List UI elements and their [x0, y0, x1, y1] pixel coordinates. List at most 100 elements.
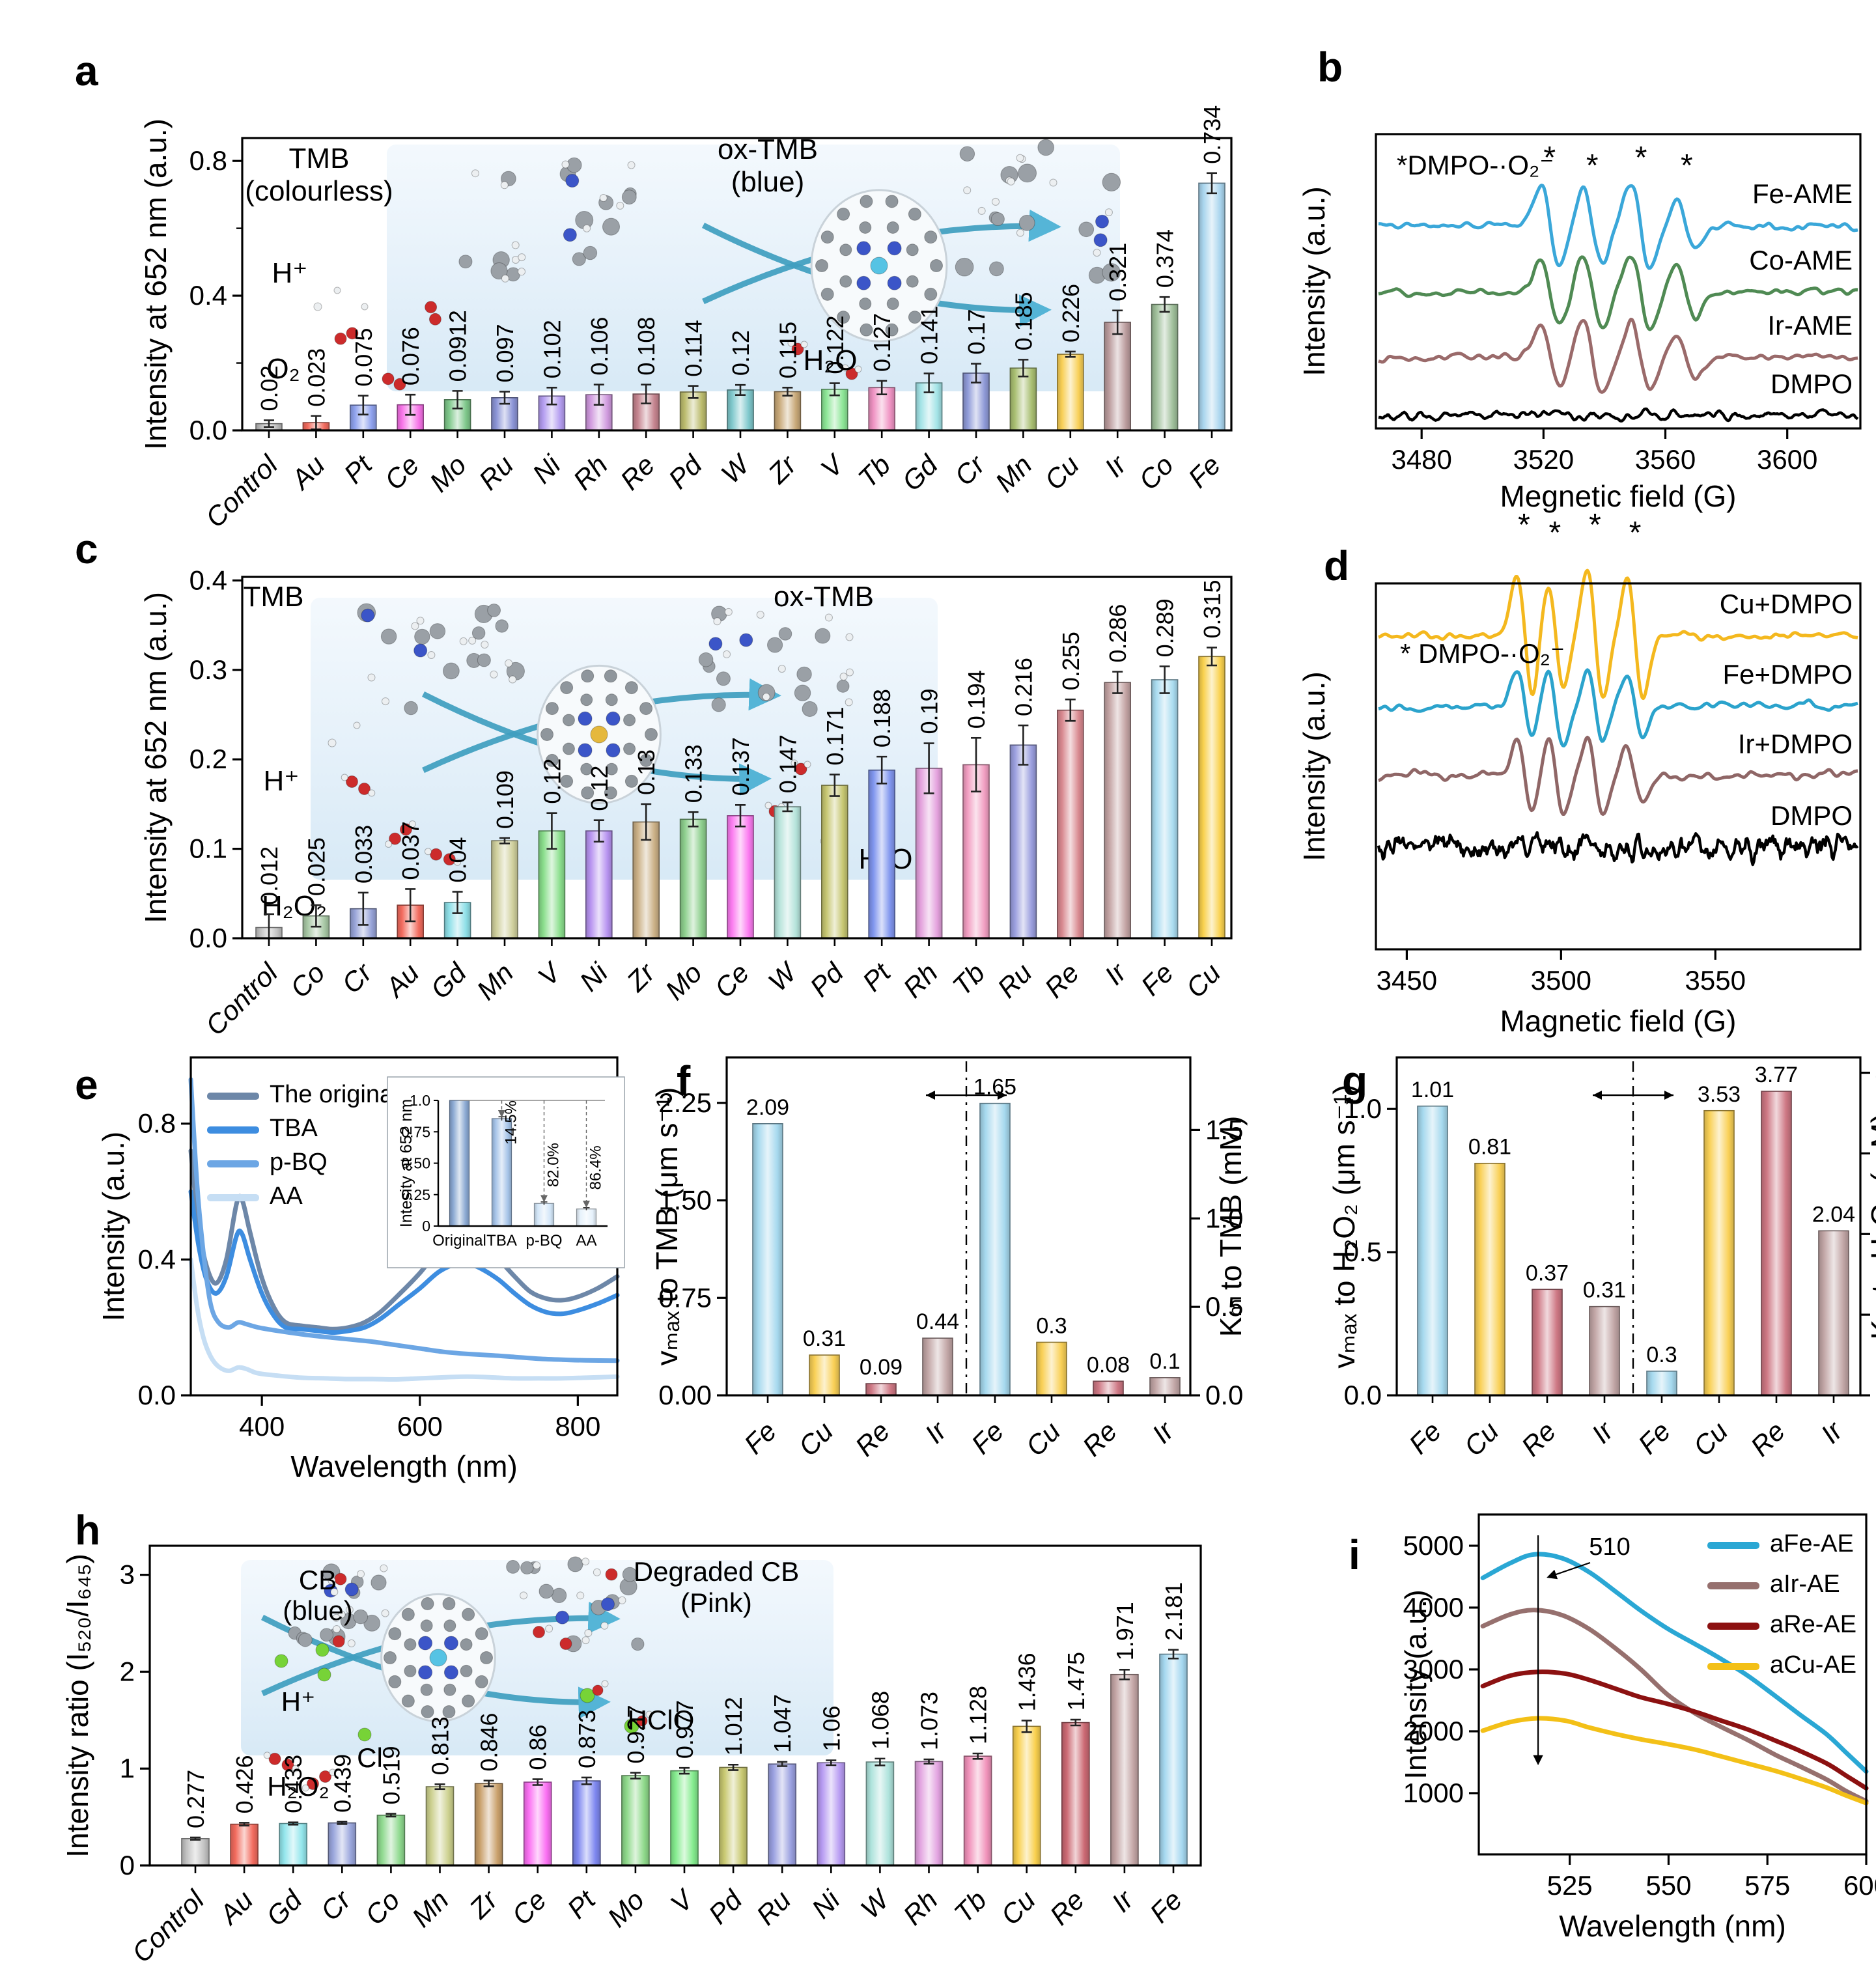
bar-Fe-km — [1646, 1371, 1677, 1396]
atom — [382, 372, 395, 385]
atom — [604, 669, 617, 683]
panel-letter-a: a — [75, 48, 98, 94]
bar-value-label: 0.321 — [1104, 243, 1131, 301]
atom — [477, 653, 491, 667]
bar-Ni — [817, 1762, 846, 1866]
bar-Ir — [1110, 1673, 1139, 1866]
atom — [320, 1628, 333, 1642]
atom — [475, 1675, 488, 1688]
atom — [724, 607, 733, 616]
x-axis-label: Magnetic field (G) — [1500, 1004, 1736, 1038]
atom — [583, 245, 598, 260]
y-tick-label: 0.4 — [138, 1244, 176, 1274]
legend-swatch — [207, 1093, 259, 1100]
atom — [442, 1597, 456, 1611]
molecule-cluster — [458, 157, 637, 283]
bar-Fe — [1151, 679, 1179, 939]
atom — [401, 1608, 415, 1621]
bar-value-label: 0.12 — [727, 330, 754, 376]
bar-value-label: 2.09 — [746, 1095, 789, 1120]
trace-label: Co-AME — [1749, 245, 1853, 275]
radical-star: * — [1586, 148, 1599, 183]
legend-label: aIr-AE — [1770, 1570, 1840, 1598]
atom — [301, 1784, 309, 1792]
left-y-tick-label: 0.75 — [658, 1282, 712, 1313]
bar-value-label: 0.188 — [869, 689, 895, 747]
atom — [576, 1591, 585, 1600]
bar-Cu-vmax — [1474, 1162, 1505, 1396]
panel-letter-f: f — [677, 1057, 691, 1104]
bar-value-label: 0.216 — [1010, 658, 1037, 716]
atom — [794, 684, 811, 701]
inset-label: (Pink) — [680, 1587, 752, 1618]
inset-label: TMB — [289, 143, 350, 174]
atom — [388, 1675, 402, 1688]
series-aCu-AE — [1480, 1716, 1869, 1806]
atom — [959, 146, 975, 162]
atom — [562, 742, 575, 755]
atom — [418, 1636, 433, 1651]
atom — [545, 1625, 553, 1633]
bar-Gd — [279, 1822, 308, 1866]
bar-Fe-vmax — [1417, 1105, 1448, 1396]
hclo-molecule — [624, 1710, 653, 1734]
atom — [274, 1654, 288, 1668]
atom — [887, 275, 902, 290]
right-y-tick-label: 0.0 — [1205, 1380, 1243, 1410]
bar-Re — [1057, 709, 1084, 939]
x-tick-label: 3520 — [1513, 444, 1574, 475]
atom — [404, 1638, 417, 1651]
y-axis-label: Intensity at 652 nm (a.u.) — [139, 119, 173, 450]
series-TBA — [188, 1189, 620, 1335]
bar-value-label: 1.128 — [965, 1686, 992, 1744]
atom — [460, 1638, 473, 1651]
left-y-tick-label: 2.25 — [658, 1087, 712, 1118]
atom — [639, 702, 653, 716]
bar-Ce — [727, 815, 754, 939]
bar-value-label: 1.012 — [720, 1697, 747, 1755]
legend-label: AA — [270, 1182, 303, 1210]
atom — [845, 367, 858, 380]
atom — [424, 848, 432, 856]
bar-value-label: 0.86 — [525, 1725, 552, 1770]
atom — [856, 241, 871, 256]
bar-Fe-km — [979, 1102, 1011, 1396]
atom — [385, 840, 393, 848]
y-tick-label: 0.0 — [189, 415, 227, 445]
bar-Ru — [1009, 744, 1037, 939]
atom — [363, 1614, 381, 1632]
atom — [581, 1636, 590, 1645]
atom — [565, 174, 580, 188]
inset-label: H⁺ — [281, 1686, 316, 1717]
atom — [319, 1770, 332, 1783]
bar-value-label: 1.436 — [1014, 1653, 1041, 1711]
trace-label: Fe-AME — [1752, 178, 1853, 209]
bar-value-label: 0.109 — [492, 770, 518, 829]
atom — [886, 221, 899, 234]
atom — [841, 364, 849, 372]
series-aIr-AE — [1480, 1608, 1869, 1804]
inset-backdrop — [387, 145, 1120, 391]
atom — [757, 684, 776, 702]
y-axis-label: Intensity (a.u.) — [96, 1132, 130, 1321]
plot-border — [1375, 133, 1862, 430]
annotation: * DMPO-·O₂⁻ — [1400, 638, 1565, 669]
percent-label: 14.5% — [503, 1100, 520, 1145]
bar-Pd — [719, 1766, 748, 1866]
atom — [778, 627, 792, 641]
inset-label: Degraded CB — [634, 1556, 799, 1587]
atom — [443, 1619, 456, 1632]
atom — [977, 206, 986, 215]
x-tick-label: 3600 — [1757, 444, 1817, 475]
atom — [380, 628, 397, 645]
atom — [330, 1588, 339, 1597]
panel-d: Cu+DMPO Fe+DMPO Ir+DMPO DMPO * * * * * DMPO-·O₂⁻… — [1297, 508, 1862, 1038]
radical-star: * — [1549, 516, 1561, 550]
right-y-tick-label: 1.0 — [1205, 1203, 1243, 1233]
atom — [471, 626, 486, 640]
radical-star: * — [1635, 141, 1647, 175]
legend-label: aCu-AE — [1770, 1651, 1856, 1679]
bar-Cu-km — [1036, 1341, 1067, 1396]
atom — [481, 641, 489, 649]
series-AA — [188, 1257, 620, 1382]
